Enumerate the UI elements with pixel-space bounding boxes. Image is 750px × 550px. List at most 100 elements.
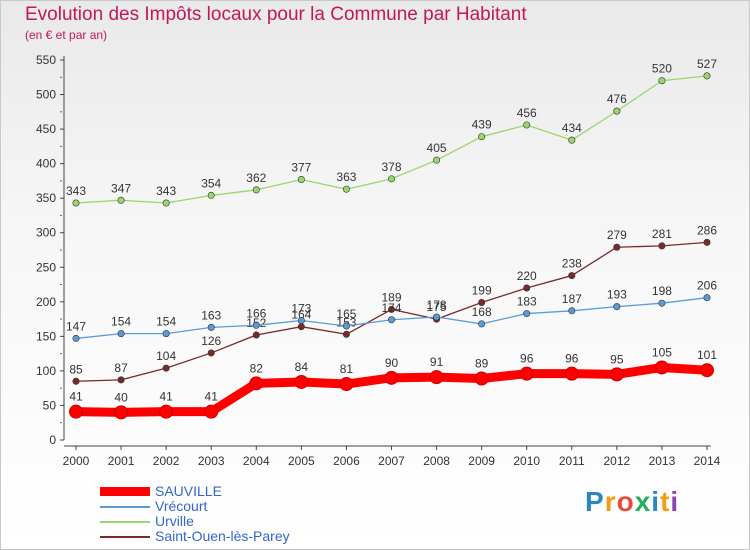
data-point bbox=[703, 294, 711, 302]
data-label: 41 bbox=[159, 390, 173, 404]
data-point bbox=[342, 330, 350, 338]
data-point bbox=[207, 349, 215, 357]
data-label: 434 bbox=[562, 121, 582, 135]
data-label: 87 bbox=[114, 361, 128, 375]
y-tick-label: 500 bbox=[36, 88, 56, 102]
data-point bbox=[252, 331, 260, 339]
data-point bbox=[297, 323, 305, 331]
x-tick-label: 2009 bbox=[468, 454, 495, 468]
data-label: 206 bbox=[697, 279, 717, 293]
data-point bbox=[387, 175, 395, 183]
data-point bbox=[609, 367, 624, 382]
data-label: 85 bbox=[69, 362, 83, 376]
data-label: 95 bbox=[610, 352, 624, 366]
data-point bbox=[658, 242, 666, 250]
data-label: 166 bbox=[246, 306, 266, 320]
data-point bbox=[568, 272, 576, 280]
data-point bbox=[703, 72, 711, 80]
data-label: 343 bbox=[66, 184, 86, 198]
data-label: 377 bbox=[291, 161, 311, 175]
legend-label: SAUVILLE bbox=[155, 483, 222, 499]
x-tick-label: 2000 bbox=[63, 454, 90, 468]
logo-letter: o bbox=[616, 486, 635, 517]
x-tick-label: 2003 bbox=[198, 454, 225, 468]
data-label: 147 bbox=[66, 319, 86, 333]
data-point bbox=[429, 370, 444, 385]
data-point bbox=[703, 238, 711, 246]
x-tick-label: 2008 bbox=[423, 454, 450, 468]
data-point bbox=[478, 320, 486, 328]
data-label: 527 bbox=[697, 57, 717, 71]
data-label: 163 bbox=[201, 308, 221, 322]
x-tick-label: 2005 bbox=[288, 454, 315, 468]
legend-label: Saint-Ouen-lès-Parey bbox=[155, 528, 290, 544]
y-tick-label: 400 bbox=[36, 157, 56, 171]
data-point bbox=[249, 376, 264, 391]
data-point bbox=[433, 313, 441, 321]
data-point bbox=[162, 330, 170, 338]
data-point bbox=[162, 364, 170, 372]
data-label: 238 bbox=[562, 257, 582, 271]
data-point bbox=[252, 186, 260, 194]
data-label: 168 bbox=[472, 305, 492, 319]
data-point bbox=[613, 243, 621, 251]
data-label: 40 bbox=[114, 390, 128, 404]
data-point bbox=[613, 107, 621, 115]
data-point bbox=[117, 376, 125, 384]
data-point bbox=[342, 322, 350, 330]
data-point bbox=[700, 363, 714, 378]
legend-swatch bbox=[100, 487, 150, 496]
y-tick-label: 0 bbox=[49, 433, 56, 447]
y-tick-label: 150 bbox=[36, 329, 56, 343]
x-tick-label: 2007 bbox=[378, 454, 405, 468]
data-label: 183 bbox=[517, 295, 537, 309]
data-label: 279 bbox=[607, 228, 627, 242]
data-point bbox=[159, 404, 174, 419]
data-label: 89 bbox=[475, 357, 489, 371]
data-point bbox=[204, 404, 219, 419]
y-tick-label: 550 bbox=[36, 53, 56, 67]
data-point bbox=[658, 299, 666, 307]
data-label: 82 bbox=[250, 361, 264, 375]
x-tick-label: 2013 bbox=[649, 454, 676, 468]
proxiti-logo: Proxiti bbox=[585, 486, 679, 518]
data-point bbox=[387, 305, 395, 313]
legend-swatch bbox=[100, 506, 150, 508]
data-point bbox=[613, 303, 621, 311]
data-label: 101 bbox=[697, 348, 717, 362]
data-label: 96 bbox=[520, 352, 534, 366]
legend-label: Vrécourt bbox=[155, 498, 208, 514]
legend-swatch bbox=[100, 521, 150, 523]
data-point bbox=[568, 307, 576, 315]
data-point bbox=[207, 191, 215, 199]
data-point bbox=[342, 185, 350, 193]
x-tick-label: 2010 bbox=[513, 454, 540, 468]
data-point bbox=[654, 360, 669, 375]
y-tick-label: 350 bbox=[36, 191, 56, 205]
x-tick-label: 2001 bbox=[108, 454, 135, 468]
y-tick-label: 450 bbox=[36, 122, 56, 136]
logo-letter: x bbox=[634, 486, 652, 517]
y-tick-label: 100 bbox=[36, 364, 56, 378]
data-label: 154 bbox=[156, 315, 176, 329]
data-point bbox=[384, 370, 399, 385]
logo-letter: i bbox=[670, 486, 680, 517]
data-label: 81 bbox=[340, 362, 354, 376]
x-tick-label: 2004 bbox=[243, 454, 270, 468]
data-point bbox=[478, 299, 486, 307]
data-label: 174 bbox=[381, 301, 401, 315]
data-point bbox=[72, 199, 80, 207]
data-point bbox=[523, 121, 531, 129]
data-label: 520 bbox=[652, 62, 672, 76]
data-point bbox=[162, 199, 170, 207]
data-label: 347 bbox=[111, 181, 131, 195]
data-point bbox=[433, 156, 441, 164]
data-label: 126 bbox=[201, 334, 221, 348]
data-label: 165 bbox=[336, 307, 356, 321]
data-label: 439 bbox=[472, 118, 492, 132]
logo-letter: r bbox=[604, 486, 617, 517]
data-label: 220 bbox=[517, 269, 537, 283]
y-tick-label: 250 bbox=[36, 260, 56, 274]
data-label: 41 bbox=[69, 390, 83, 404]
data-point bbox=[474, 371, 489, 386]
